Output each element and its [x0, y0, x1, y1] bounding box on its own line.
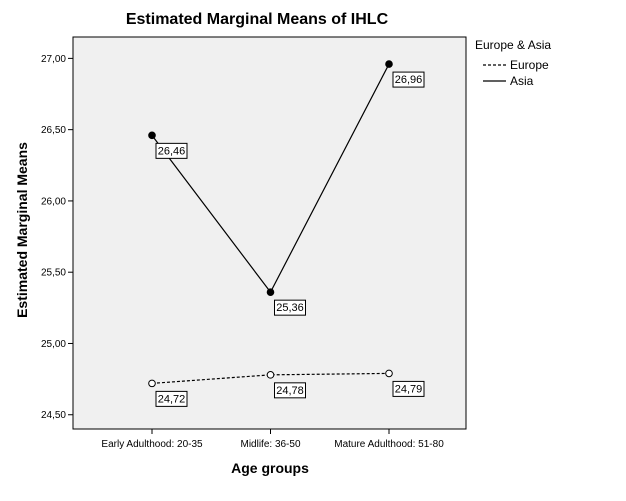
y-tick-label: 26,50: [41, 125, 66, 136]
data-label-asia: 26,46: [158, 145, 186, 157]
y-axis-title: Estimated Marginal Means: [14, 142, 30, 318]
data-point-europe: [385, 369, 393, 378]
y-tick-label: 26,00: [41, 196, 66, 207]
series-line-europe: [151, 372, 390, 384]
data-label-box-europe: [274, 382, 306, 399]
data-label-asia: 26,96: [395, 74, 423, 86]
data-label-box-europe: [155, 390, 188, 407]
data-label-europe: 24,72: [158, 393, 186, 405]
x-tick-label: Mature Adulthood: 51-80: [334, 439, 444, 450]
legend-label-europe: Europe: [510, 58, 549, 72]
x-tick-label: Midlife: 36-50: [240, 439, 300, 450]
x-tick-label: Early Adulthood: 20-35: [101, 439, 203, 450]
data-point-asia: [385, 60, 393, 68]
data-point-asia: [266, 288, 275, 296]
legend-title: Europe & Asia: [475, 38, 551, 52]
x-axis-title: Age groups: [231, 460, 309, 476]
plot-area: [72, 36, 467, 430]
legend-label-asia: Asia: [510, 74, 534, 88]
data-label-box-asia: [155, 142, 188, 159]
chart-title: Estimated Marginal Means of IHLC: [126, 11, 389, 28]
data-point-asia: [148, 131, 156, 140]
series-layer: 24,72 24,78 24,79 26,46 25,36 26,96: [148, 60, 425, 407]
data-point-europe: [266, 371, 275, 379]
y-tick-label: 25,50: [41, 268, 66, 279]
data-label-europe: 24,78: [276, 385, 304, 397]
data-label-box-asia: [274, 299, 306, 316]
y-tick-label: 25,00: [41, 339, 66, 350]
legend: Europe & Asia Europe Asia: [475, 38, 551, 88]
data-label-asia: 25,36: [276, 302, 304, 314]
y-tick-label: 24,50: [41, 410, 66, 421]
y-tick-label: 27,00: [41, 54, 66, 65]
x-axis: Early Adulthood: 20-35 Midlife: 36-50 Matu…: [101, 429, 444, 450]
data-label-box-europe: [392, 380, 425, 397]
data-label-europe: 24,79: [395, 383, 423, 395]
y-axis: 24,50 25,00 25,50 26,00 26,50 27,00: [41, 54, 73, 421]
data-label-box-asia: [392, 71, 425, 88]
data-point-europe: [148, 379, 156, 388]
